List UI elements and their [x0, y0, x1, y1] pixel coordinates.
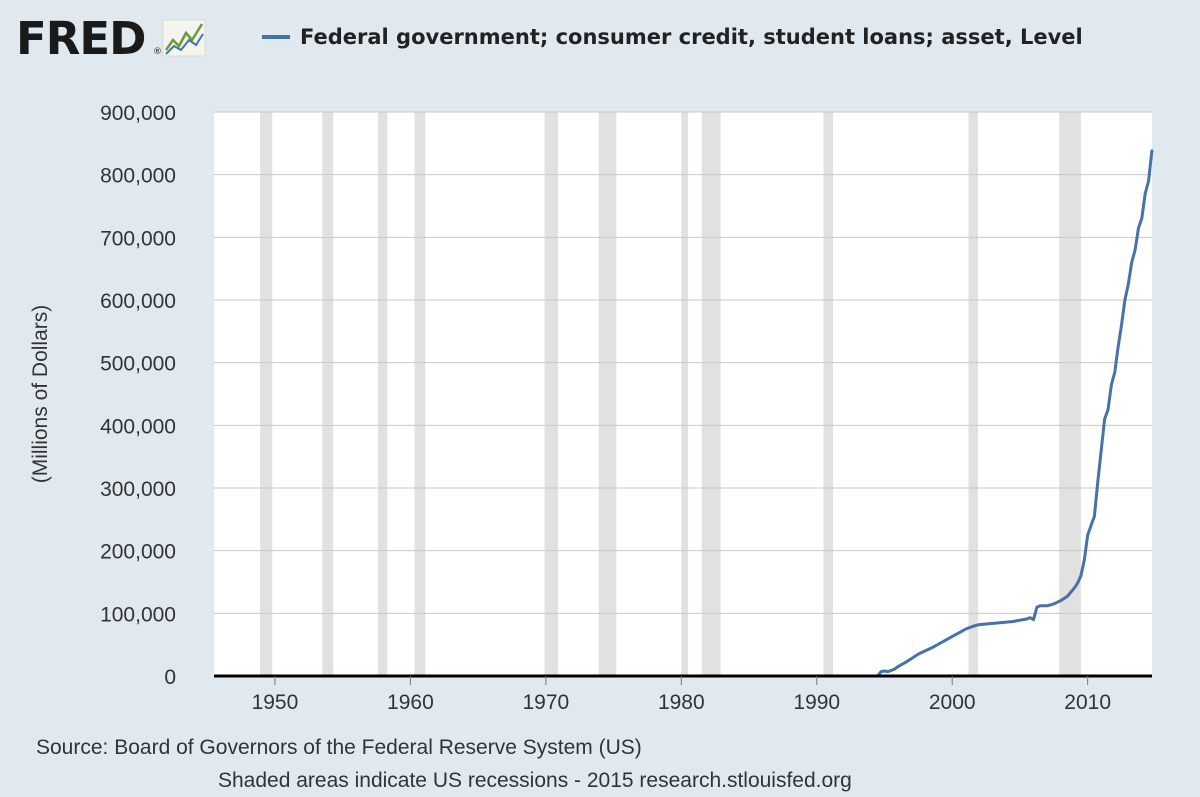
y-tick-label: 600,000	[100, 290, 176, 313]
chart-trend-icon	[162, 19, 206, 57]
x-tick-label: 1950	[252, 691, 299, 714]
y-tick-label: 200,000	[100, 541, 176, 564]
recession-band	[968, 112, 978, 676]
x-tick-label: 1980	[658, 691, 705, 714]
x-tick-label: 2000	[929, 691, 976, 714]
y-tick-label: 900,000	[100, 102, 176, 125]
recession-band	[544, 112, 559, 676]
recession-note: Shaded areas indicate US recessions - 20…	[218, 769, 852, 792]
logo-text: FRED	[16, 12, 145, 65]
recession-band	[260, 112, 273, 676]
x-axis-ticks: 1950 1960 1970 1980 1990 2000 2010	[252, 676, 1111, 714]
legend-label: Federal government; consumer credit, stu…	[300, 25, 1083, 49]
recession-band	[377, 112, 388, 676]
y-tick-label: 500,000	[100, 353, 176, 376]
recession-band	[701, 112, 721, 676]
y-axis-ticks: 0 100,000 200,000 300,000 400,000 500,000 600,…	[100, 102, 176, 689]
y-tick-label: 0	[164, 666, 176, 689]
x-tick-label: 1960	[387, 691, 434, 714]
recession-band	[823, 112, 834, 676]
y-tick-label: 400,000	[100, 415, 176, 438]
x-tick-label: 1970	[522, 691, 569, 714]
y-tick-label: 800,000	[100, 165, 176, 188]
recession-band	[322, 112, 334, 676]
y-tick-label: 300,000	[100, 478, 176, 501]
series-layer	[217, 149, 1154, 678]
recession-shading	[260, 112, 1081, 676]
recession-band	[414, 112, 426, 676]
y-tick-label: 100,000	[100, 603, 176, 626]
legend: Federal government; consumer credit, stu…	[262, 25, 1083, 49]
x-tick-label: 1990	[793, 691, 840, 714]
source-note: Source: Board of Governors of the Federa…	[36, 736, 642, 759]
y-axis-title: (Millions of Dollars)	[29, 305, 52, 484]
x-tick-label: 2010	[1064, 691, 1111, 714]
series-line	[217, 149, 1154, 678]
recession-band	[1059, 112, 1081, 676]
y-tick-label: 700,000	[100, 227, 176, 250]
gridlines	[214, 111, 1152, 614]
recession-band	[598, 112, 617, 676]
registered-mark: ®	[153, 47, 162, 57]
recession-band	[681, 112, 689, 676]
fred-logo[interactable]: FRED ®	[16, 12, 206, 65]
